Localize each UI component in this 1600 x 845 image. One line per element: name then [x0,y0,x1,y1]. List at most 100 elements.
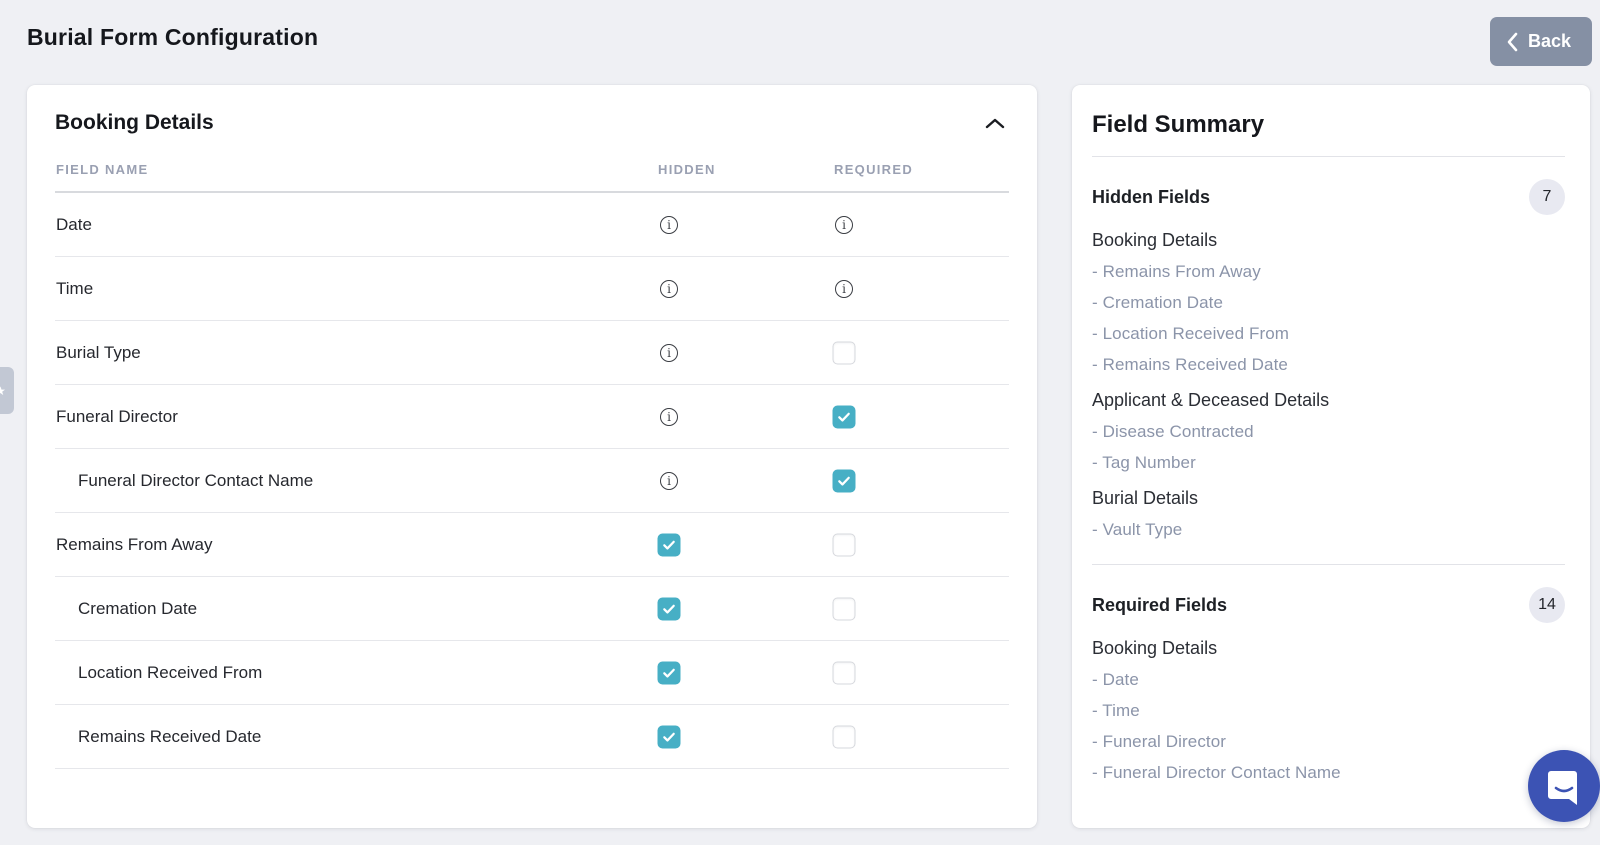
hidden-checkbox-checked[interactable] [657,533,681,556]
summary-section: Required Fields 14 Booking Details - Date… [1092,587,1565,783]
required-checkbox-unchecked[interactable] [832,341,856,364]
booking-table-body: Date i i Time i i Burial Type i Funeral … [55,193,1009,769]
field-summary-body: Hidden Fields 7 Booking Details - Remains… [1092,179,1565,783]
hidden-cell: i [660,407,678,426]
summary-field-item: - Remains Received Date [1092,355,1288,374]
chat-launcher-button[interactable] [1528,750,1600,822]
booking-section-title: Booking Details [55,111,214,134]
field-name-label: Date [56,214,92,234]
back-button[interactable]: Back [1489,17,1592,66]
star-icon: ★ [0,383,6,398]
required-cell: i [835,279,853,298]
summary-field-item: - Funeral Director [1092,732,1227,751]
field-name-label: Funeral Director [56,406,178,426]
info-icon[interactable]: i [835,215,853,234]
info-icon[interactable]: i [660,471,678,490]
column-header-required: REQUIRED [834,162,914,177]
hidden-checkbox-checked[interactable] [657,725,681,748]
hidden-cell [657,533,681,556]
summary-section-header: Required Fields 14 [1092,587,1565,623]
required-checkbox-unchecked[interactable] [832,533,856,556]
info-icon[interactable]: i [660,279,678,298]
summary-section-heading: Hidden Fields [1092,186,1211,207]
info-icon[interactable]: i [660,343,678,362]
hidden-cell: i [660,471,678,490]
back-button-label: Back [1527,31,1571,51]
hidden-checkbox-checked[interactable] [657,597,681,620]
hidden-cell [657,661,681,684]
table-row: Time i i [55,257,1009,321]
required-cell [832,341,856,364]
required-cell [832,469,856,492]
summary-groups: Booking Details - Date - Time - Funeral Dir… [1092,638,1565,783]
table-row: Funeral Director Contact Name i [55,449,1009,513]
hidden-cell [657,725,681,748]
required-checkbox-checked[interactable] [832,405,856,428]
required-checkbox-unchecked[interactable] [832,725,856,748]
required-cell: i [835,215,853,234]
summary-field-item: - Remains From Away [1092,262,1261,281]
summary-field-item: - Date [1092,670,1139,689]
table-row: Burial Type i [55,321,1009,385]
field-name-label: Funeral Director Contact Name [78,470,314,490]
hidden-cell: i [660,215,678,234]
field-name-label: Burial Type [56,342,141,362]
summary-groups: Booking Details - Remains From Away - Crem… [1092,230,1565,540]
hidden-cell: i [660,279,678,298]
table-row: Location Received From [55,641,1009,705]
chat-bubble-icon [1545,767,1583,805]
summary-field-item: - Funeral Director Contact Name [1092,763,1341,782]
table-row: Remains From Away [55,513,1009,577]
summary-group-name: Booking Details [1092,638,1218,658]
field-name-label: Remains Received Date [78,726,262,746]
required-cell [832,661,856,684]
field-name-label: Remains From Away [56,534,213,554]
info-icon[interactable]: i [660,215,678,234]
summary-field-item: - Location Received From [1092,324,1290,343]
field-summary-title: Field Summary [1092,111,1265,138]
table-row: Date i i [55,193,1009,257]
field-name-label: Time [56,278,94,298]
side-tab-handle[interactable]: ★ [0,367,14,414]
field-summary-card: Field Summary Hidden Fields 7 Booking De… [1072,85,1590,828]
summary-group-name: Applicant & Deceased Details [1092,390,1330,410]
summary-field-item: - Tag Number [1092,453,1196,472]
hidden-cell: i [660,343,678,362]
column-header-field-name: FIELD NAME [56,162,149,177]
summary-field-item: - Disease Contracted [1092,422,1254,441]
required-cell [832,405,856,428]
booking-section-header: Booking Details [55,111,1009,135]
summary-section: Hidden Fields 7 Booking Details - Remains… [1092,179,1565,540]
field-summary-title-divider [1092,156,1565,157]
required-cell [832,725,856,748]
field-name-label: Location Received From [78,662,263,682]
summary-field-item: - Vault Type [1092,520,1183,539]
count-badge: 14 [1529,587,1565,623]
chevron-left-icon [1506,32,1519,52]
count-badge: 7 [1529,179,1565,215]
required-cell [832,533,856,556]
info-icon[interactable]: i [660,407,678,426]
summary-group-name: Burial Details [1092,488,1199,508]
summary-group-name: Booking Details [1092,230,1218,250]
summary-section-heading: Required Fields [1092,594,1228,615]
collapse-section-button[interactable] [981,113,1009,134]
required-checkbox-checked[interactable] [832,469,856,492]
required-checkbox-unchecked[interactable] [832,661,856,684]
table-column-headers: FIELD NAME HIDDEN REQUIRED [55,145,1009,191]
required-checkbox-unchecked[interactable] [832,597,856,620]
summary-field-item: - Cremation Date [1092,293,1224,312]
hidden-checkbox-checked[interactable] [657,661,681,684]
column-header-hidden: HIDDEN [658,162,716,177]
table-row: Funeral Director i [55,385,1009,449]
page-title: Burial Form Configuration [27,24,319,50]
summary-field-item: - Time [1092,701,1140,720]
required-cell [832,597,856,620]
table-row: Remains Received Date [55,705,1009,769]
hidden-cell [657,597,681,620]
table-row: Cremation Date [55,577,1009,641]
table-header-divider [55,191,1009,193]
summary-section-divider [1092,564,1565,565]
field-name-label: Cremation Date [78,598,198,618]
info-icon[interactable]: i [835,279,853,298]
